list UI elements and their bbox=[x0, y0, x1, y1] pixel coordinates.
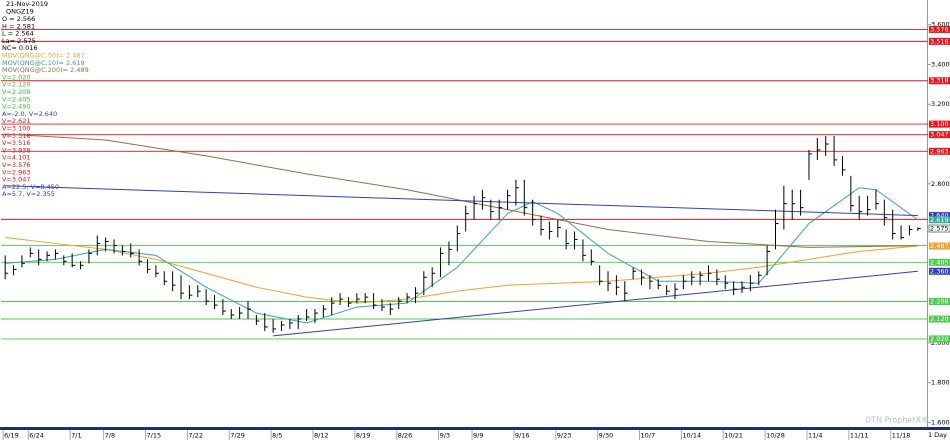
moving-average bbox=[5, 187, 919, 324]
x-tick-label: 8/19 bbox=[356, 432, 371, 440]
level-flag-box bbox=[929, 258, 950, 266]
ma-flag-box bbox=[929, 216, 950, 224]
level-flag: 3.516 bbox=[930, 37, 949, 45]
legend-entry: V=3.938 bbox=[2, 146, 31, 154]
level-flag: 3.100 bbox=[930, 120, 949, 128]
level-flag: 3.576 bbox=[930, 25, 949, 33]
trendline-flag-box bbox=[929, 267, 950, 275]
y-tick-label: 1.600 bbox=[931, 418, 950, 426]
level-flag-box bbox=[929, 131, 950, 139]
legend-entry: H = 2.581 bbox=[2, 22, 35, 30]
legend-entry: V=2.963 bbox=[2, 168, 31, 176]
level-flag-box bbox=[929, 147, 950, 155]
y-tick-label: 2.800 bbox=[931, 180, 950, 188]
level-flag: 3.047 bbox=[930, 131, 949, 139]
x-tick-label: 9/3 bbox=[440, 432, 450, 440]
x-tick-label: 6/19 bbox=[4, 432, 19, 440]
x-tick-label: 7/29 bbox=[230, 432, 245, 440]
x-tick-label: 11/18 bbox=[892, 432, 911, 440]
chart-symbol: QNGZ19 bbox=[6, 8, 34, 16]
legend-entry: A=5.7, V=2.355 bbox=[2, 190, 55, 198]
x-tick-label: 8/5 bbox=[272, 432, 282, 440]
level-flag: 2.405 bbox=[930, 258, 949, 266]
y-tick-label: 3.400 bbox=[931, 60, 950, 68]
y-tick-label: 3.200 bbox=[931, 100, 950, 108]
trendline bbox=[5, 185, 918, 217]
legend-entry: V=3.516 bbox=[2, 139, 31, 147]
trendline-flag-box bbox=[929, 212, 950, 220]
legend-entry: MOV(QNG@C,10)= 2.619 bbox=[2, 59, 85, 67]
legend-entry: A=-2.0, V=2.640 bbox=[2, 110, 57, 118]
legend-entry: MOV(QNG@C,50)= 2.487 bbox=[2, 52, 85, 60]
level-flag-box bbox=[929, 77, 950, 85]
level-flag-box bbox=[929, 37, 950, 45]
x-tick-label: 9/9 bbox=[473, 432, 483, 440]
legend-entry: O = 2.566 bbox=[2, 15, 35, 23]
level-flag-box bbox=[929, 120, 950, 128]
legend-entry: V=2.621 bbox=[2, 117, 31, 125]
x-tick-label: 9/30 bbox=[599, 432, 614, 440]
x-tick-label: 10/21 bbox=[724, 432, 743, 440]
level-flag: 2.963 bbox=[930, 147, 949, 155]
y-tick-label: 3.600 bbox=[931, 21, 950, 29]
legend-entry: V=3.047 bbox=[2, 176, 31, 184]
trendline-flag: 2.640 bbox=[930, 212, 949, 220]
legend-entry: V=3.100 bbox=[2, 125, 31, 133]
level-flag: 2.020 bbox=[930, 335, 949, 343]
level-flag-box bbox=[929, 298, 950, 306]
y-tick-label: 2.000 bbox=[931, 339, 950, 347]
legend-entry: V=2.208 bbox=[2, 88, 31, 96]
legend-entry: A=22.5, V=8.450 bbox=[2, 183, 59, 191]
legend-entry: MOV(QNG@C,200)= 2.489 bbox=[2, 66, 89, 74]
level-flag-box bbox=[929, 25, 950, 33]
ma-flag: 2.619 bbox=[930, 216, 949, 224]
level-flag: 2.120 bbox=[930, 315, 949, 323]
legend-entry: V=3.576 bbox=[2, 161, 31, 169]
x-tick-label: 7/15 bbox=[147, 432, 162, 440]
x-tick-label: 8/12 bbox=[314, 432, 329, 440]
trendline bbox=[273, 270, 918, 337]
legend-entry: La= 2.575 bbox=[2, 37, 36, 45]
moving-average bbox=[5, 133, 918, 248]
period-label: 1 Day bbox=[928, 431, 947, 439]
x-tick-label: 10/7 bbox=[641, 432, 656, 440]
date-axis-band bbox=[0, 427, 950, 430]
ma-flag-box bbox=[929, 242, 950, 250]
x-tick-label: 11/11 bbox=[850, 432, 869, 440]
last-flag-box bbox=[928, 224, 950, 233]
x-tick-label: 11/4 bbox=[808, 432, 823, 440]
level-flag-box bbox=[929, 335, 950, 343]
legend-entry: V=2.490 bbox=[2, 103, 31, 111]
legend-entry: L = 2.564 bbox=[2, 30, 34, 38]
legend-entry: V=2.120 bbox=[2, 81, 31, 89]
legend-entry: V=2.020 bbox=[2, 73, 31, 81]
chart-date: 21-Nov-2019 bbox=[6, 0, 48, 8]
x-tick-label: 7/8 bbox=[105, 432, 115, 440]
x-tick-label: 7/22 bbox=[188, 432, 203, 440]
legend-entry: NC= 0.016 bbox=[2, 44, 38, 52]
last-flag: 2.575 bbox=[930, 225, 949, 233]
legend-entry: V=4.101 bbox=[2, 154, 31, 162]
x-tick-label: 10/28 bbox=[766, 432, 785, 440]
trendline-flag: 2.360 bbox=[930, 267, 949, 275]
level-flag: 2.208 bbox=[930, 298, 949, 306]
x-tick-label: 8/26 bbox=[398, 432, 413, 440]
x-tick-label: 7/1 bbox=[71, 432, 81, 440]
x-tick-label: 9/23 bbox=[557, 432, 572, 440]
legend-entry: V=3.318 bbox=[2, 132, 31, 140]
x-tick-label: 6/24 bbox=[29, 432, 44, 440]
watermark: DTN ProphetX® bbox=[865, 416, 929, 425]
x-tick-label: 10/14 bbox=[682, 432, 701, 440]
x-tick-label: 9/16 bbox=[515, 432, 530, 440]
level-flag-box bbox=[929, 315, 950, 323]
legend-entry: V=2.405 bbox=[2, 95, 31, 103]
y-tick-label: 1.800 bbox=[931, 379, 950, 387]
ma-flag: 2.487 bbox=[930, 242, 949, 250]
level-flag: 3.318 bbox=[930, 77, 949, 85]
moving-average bbox=[5, 236, 918, 304]
